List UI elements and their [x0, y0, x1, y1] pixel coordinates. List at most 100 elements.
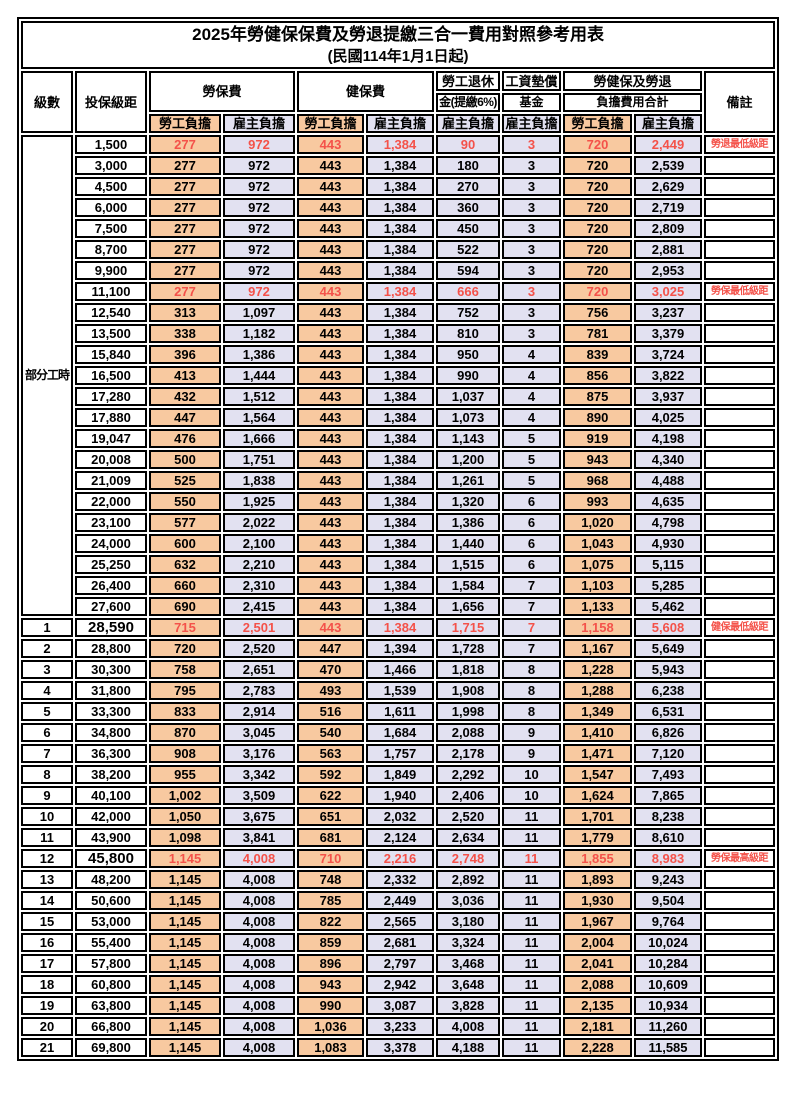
- labor-employee-cell: 1,145: [149, 933, 221, 952]
- level-cell: 9: [21, 786, 73, 805]
- labor-employer-cell: 2,520: [223, 639, 295, 658]
- wage-fund-employer-cell: 11: [502, 870, 561, 889]
- remark-cell: [704, 219, 776, 238]
- total-employer-cell: 2,629: [634, 177, 702, 196]
- wage-fund-employer-cell: 7: [502, 576, 561, 595]
- total-employee-cell: 1,020: [563, 513, 632, 532]
- wage-fund-employer-cell: 5: [502, 471, 561, 490]
- pension-employer-cell: 666: [436, 282, 500, 301]
- bracket-cell: 31,800: [75, 681, 147, 700]
- total-employer-cell: 7,865: [634, 786, 702, 805]
- labor-employer-cell: 1,751: [223, 450, 295, 469]
- health-employer-cell: 1,384: [366, 135, 434, 154]
- level-cell: 4: [21, 681, 73, 700]
- labor-employer-cell: 4,008: [223, 870, 295, 889]
- wage-fund-employer-cell: 7: [502, 597, 561, 616]
- total-employee-cell: 1,930: [563, 891, 632, 910]
- wage-fund-employer-cell: 3: [502, 303, 561, 322]
- labor-employee-cell: 660: [149, 576, 221, 595]
- health-employee-cell: 443: [297, 429, 364, 448]
- pension-employer-cell: 3,828: [436, 996, 500, 1015]
- table-row: 11 43,900 1,098 3,841 681 2,124 2,634 11 1,779 8,…: [21, 828, 776, 847]
- health-employee-cell: 443: [297, 240, 364, 259]
- bracket-cell: 53,000: [75, 912, 147, 931]
- bracket-cell: 63,800: [75, 996, 147, 1015]
- pension-employer-cell: 2,292: [436, 765, 500, 784]
- total-employee-cell: 2,135: [563, 996, 632, 1015]
- total-employer-cell: 6,826: [634, 723, 702, 742]
- pension-employer-cell: 2,634: [436, 828, 500, 847]
- health-employee-cell: 443: [297, 135, 364, 154]
- total-employer-cell: 3,379: [634, 324, 702, 343]
- labor-employee-cell: 338: [149, 324, 221, 343]
- health-employee-cell: 447: [297, 639, 364, 658]
- health-employer-cell: 2,797: [366, 954, 434, 973]
- labor-employee-cell: 550: [149, 492, 221, 511]
- table-row: 16 55,400 1,145 4,008 859 2,681 3,324 11 2,004 10…: [21, 933, 776, 952]
- total-employee-cell: 1,471: [563, 744, 632, 763]
- labor-employer-cell: 972: [223, 282, 295, 301]
- total-employee-cell: 1,043: [563, 534, 632, 553]
- wage-fund-employer-cell: 8: [502, 702, 561, 721]
- labor-employee-cell: 277: [149, 219, 221, 238]
- health-employer-cell: 1,384: [366, 492, 434, 511]
- total-employee-cell: 875: [563, 387, 632, 406]
- table-row: 6,000 277 972 443 1,384 360 3 720 2,719: [21, 198, 776, 217]
- labor-employee-cell: 277: [149, 156, 221, 175]
- level-cell: 14: [21, 891, 73, 910]
- health-employer-cell: 1,384: [366, 198, 434, 217]
- total-employee-cell: 720: [563, 219, 632, 238]
- labor-employer-cell: 2,310: [223, 576, 295, 595]
- wage-fund-employer-cell: 9: [502, 723, 561, 742]
- labor-employee-cell: 577: [149, 513, 221, 532]
- labor-employer-cell: 1,666: [223, 429, 295, 448]
- level-cell: 6: [21, 723, 73, 742]
- total-employee-cell: 993: [563, 492, 632, 511]
- remark-cell: [704, 744, 776, 763]
- table-row: 3,000 277 972 443 1,384 180 3 720 2,539: [21, 156, 776, 175]
- wage-fund-employer-cell: 11: [502, 891, 561, 910]
- pension-employer-cell: 1,143: [436, 429, 500, 448]
- health-employer-cell: 1,384: [366, 324, 434, 343]
- health-employer-cell: 1,384: [366, 513, 434, 532]
- level-cell: 11: [21, 828, 73, 847]
- remark-cell: [704, 828, 776, 847]
- labor-employer-cell: 3,176: [223, 744, 295, 763]
- total-employer-cell: 7,493: [634, 765, 702, 784]
- pension-employer-cell: 2,748: [436, 849, 500, 868]
- labor-employee-cell: 1,145: [149, 891, 221, 910]
- bracket-cell: 38,200: [75, 765, 147, 784]
- remark-cell: [704, 870, 776, 889]
- labor-employer-cell: 3,841: [223, 828, 295, 847]
- labor-employee-cell: 715: [149, 618, 221, 637]
- total-employer-cell: 4,025: [634, 408, 702, 427]
- health-employee-cell: 443: [297, 198, 364, 217]
- health-employer-cell: 2,332: [366, 870, 434, 889]
- pension-employer-cell: 450: [436, 219, 500, 238]
- labor-employer-cell: 3,342: [223, 765, 295, 784]
- health-employer-cell: 1,384: [366, 282, 434, 301]
- remark-cell: [704, 597, 776, 616]
- remark-cell: [704, 261, 776, 280]
- total-employer-cell: 4,798: [634, 513, 702, 532]
- remark-cell: [704, 576, 776, 595]
- labor-employer-cell: 2,210: [223, 555, 295, 574]
- labor-employer-cell: 2,651: [223, 660, 295, 679]
- level-cell: 7: [21, 744, 73, 763]
- pension-employer-cell: 270: [436, 177, 500, 196]
- total-employee-cell: 2,088: [563, 975, 632, 994]
- total-employer-cell: 10,024: [634, 933, 702, 952]
- pension-employer-cell: 1,515: [436, 555, 500, 574]
- wage-fund-employer-cell: 10: [502, 786, 561, 805]
- table-row: 部分工時 1,500 277 972 443 1,384 90 3 720 2,449 勞退最低級距: [21, 135, 776, 616]
- bracket-cell: 34,800: [75, 723, 147, 742]
- labor-employer-cell: 1,182: [223, 324, 295, 343]
- wage-fund-employer-cell: 7: [502, 618, 561, 637]
- health-employer-cell: 1,384: [366, 618, 434, 637]
- total-employee-cell: 1,288: [563, 681, 632, 700]
- health-employer-cell: 1,849: [366, 765, 434, 784]
- level-cell: 17: [21, 954, 73, 973]
- table-row: 22,000 550 1,925 443 1,384 1,320 6 993 4,635: [21, 492, 776, 511]
- pension-employer-cell: 1,656: [436, 597, 500, 616]
- health-employer-cell: 1,384: [366, 219, 434, 238]
